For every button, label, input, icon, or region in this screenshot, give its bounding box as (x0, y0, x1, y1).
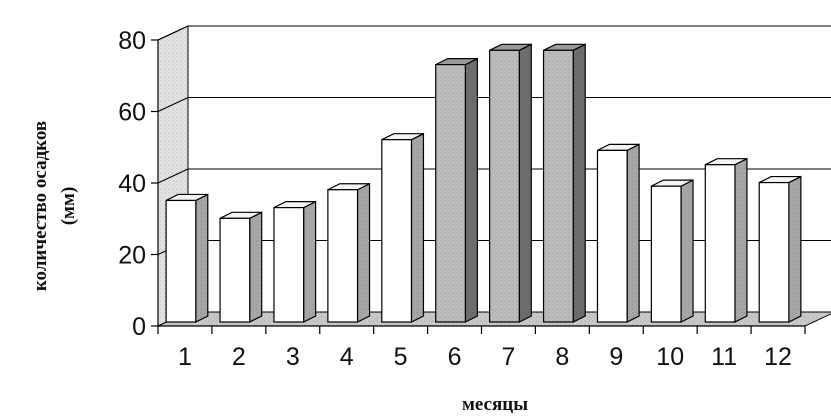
y-tick-label: 60 (118, 99, 146, 127)
bar-9 (596, 143, 640, 323)
x-tick-label: 8 (555, 343, 569, 371)
bar-11 (704, 157, 748, 323)
gridline-side-3 (157, 97, 189, 112)
x-tick-labels: 1 2 3 4 5 6 7 8 9 10 11 12 (178, 343, 792, 371)
x-tick-label: 1 (178, 343, 192, 371)
bar-front-2 (219, 217, 251, 323)
x-tick-label: 9 (609, 343, 623, 371)
bar-front-texture-8 (543, 50, 574, 323)
bar-8 (542, 43, 586, 323)
bar-front-1 (165, 199, 197, 323)
axes (151, 39, 806, 334)
x-tick-label: 4 (340, 343, 354, 371)
x-tick-label: 6 (448, 343, 462, 371)
bars (165, 43, 802, 323)
bar-front-texture-6 (435, 64, 466, 322)
x-tick-label: 5 (394, 343, 408, 371)
bar-side-texture-1 (195, 194, 208, 322)
bar-side-texture-3 (303, 201, 316, 322)
bar-front-11 (704, 164, 736, 323)
bar-1 (165, 193, 209, 323)
bar-5 (381, 132, 425, 323)
y-tick-label: 0 (132, 313, 146, 341)
x-axis-title: месяцы (462, 394, 528, 415)
y-tick-label: 40 (118, 170, 146, 198)
bar-3 (273, 200, 317, 323)
bar-side-texture-2 (249, 212, 262, 322)
bar-side-texture-6 (465, 58, 478, 322)
x-tick-label: 3 (286, 343, 300, 371)
y-axis-title-line-2: (мм) (58, 187, 79, 226)
bar-side-texture-12 (788, 176, 801, 322)
bar-2 (219, 211, 263, 323)
bar-side-texture-10 (681, 180, 694, 322)
bar-side-texture-9 (627, 144, 640, 322)
bar-front-3 (273, 207, 305, 323)
x-tick-label: 2 (232, 343, 246, 371)
x-tick-label: 7 (502, 343, 516, 371)
bar-front-10 (650, 185, 682, 323)
bar-side-texture-11 (734, 158, 747, 322)
bar-10 (650, 179, 694, 323)
bar-front-4 (327, 189, 359, 323)
bar-front-12 (758, 181, 790, 323)
bar-side-texture-8 (573, 44, 586, 323)
gridline-side-4 (157, 25, 189, 41)
bar-side-texture-7 (519, 44, 532, 323)
bar-6 (435, 57, 478, 323)
bar-4 (327, 182, 371, 323)
x-tick-label: 10 (656, 343, 684, 371)
gridline-side-2 (157, 168, 189, 184)
x-tick-label: 12 (764, 343, 792, 371)
y-tick-label: 80 (118, 27, 146, 55)
bar-12 (758, 175, 802, 323)
bar-side-texture-5 (411, 133, 424, 322)
bar-front-5 (381, 139, 413, 323)
y-axis-title-line-1: количество осадков (30, 121, 51, 291)
bar-front-9 (596, 149, 628, 323)
x-tick-label: 11 (711, 343, 737, 371)
bar-7 (489, 43, 532, 323)
y-tick-labels: 0 20 40 60 80 (118, 27, 146, 341)
bar-side-texture-4 (357, 183, 370, 322)
bar-front-texture-7 (489, 50, 520, 323)
y-tick-label: 20 (118, 242, 146, 270)
